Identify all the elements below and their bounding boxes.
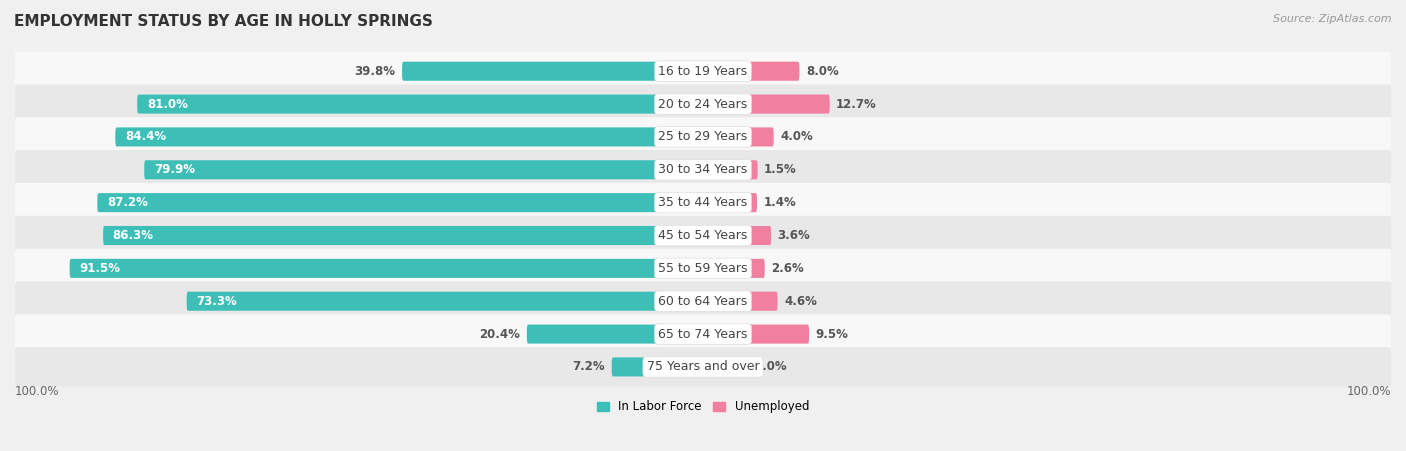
FancyBboxPatch shape (748, 193, 756, 212)
FancyBboxPatch shape (97, 193, 658, 212)
Text: 81.0%: 81.0% (146, 97, 187, 110)
Text: 20.4%: 20.4% (479, 327, 520, 341)
FancyBboxPatch shape (14, 51, 1392, 91)
Text: 39.8%: 39.8% (354, 64, 395, 78)
FancyBboxPatch shape (187, 292, 658, 311)
FancyBboxPatch shape (612, 357, 658, 377)
Text: 8.0%: 8.0% (806, 64, 838, 78)
Text: 30 to 34 Years: 30 to 34 Years (658, 163, 748, 176)
Text: 20 to 24 Years: 20 to 24 Years (658, 97, 748, 110)
FancyBboxPatch shape (14, 281, 1392, 321)
Text: 87.2%: 87.2% (107, 196, 148, 209)
Text: 16 to 19 Years: 16 to 19 Years (658, 64, 748, 78)
Text: 55 to 59 Years: 55 to 59 Years (658, 262, 748, 275)
FancyBboxPatch shape (14, 347, 1392, 387)
FancyBboxPatch shape (70, 259, 658, 278)
FancyBboxPatch shape (103, 226, 658, 245)
Text: 60 to 64 Years: 60 to 64 Years (658, 295, 748, 308)
Text: 100.0%: 100.0% (1347, 385, 1391, 398)
Text: 73.3%: 73.3% (197, 295, 238, 308)
Text: Source: ZipAtlas.com: Source: ZipAtlas.com (1274, 14, 1392, 23)
FancyBboxPatch shape (748, 292, 778, 311)
FancyBboxPatch shape (14, 183, 1392, 222)
Text: 45 to 54 Years: 45 to 54 Years (658, 229, 748, 242)
Text: 35 to 44 Years: 35 to 44 Years (658, 196, 748, 209)
FancyBboxPatch shape (748, 62, 800, 81)
Text: 2.6%: 2.6% (770, 262, 804, 275)
FancyBboxPatch shape (748, 259, 765, 278)
Text: 75 Years and over: 75 Years and over (647, 360, 759, 373)
FancyBboxPatch shape (748, 325, 808, 344)
FancyBboxPatch shape (138, 95, 658, 114)
FancyBboxPatch shape (14, 216, 1392, 255)
Text: 65 to 74 Years: 65 to 74 Years (658, 327, 748, 341)
Text: 7.2%: 7.2% (572, 360, 605, 373)
FancyBboxPatch shape (748, 160, 758, 179)
Text: EMPLOYMENT STATUS BY AGE IN HOLLY SPRINGS: EMPLOYMENT STATUS BY AGE IN HOLLY SPRING… (14, 14, 433, 28)
Text: 1.4%: 1.4% (763, 196, 796, 209)
FancyBboxPatch shape (14, 314, 1392, 354)
FancyBboxPatch shape (115, 127, 658, 147)
FancyBboxPatch shape (527, 325, 658, 344)
Text: 84.4%: 84.4% (125, 130, 166, 143)
FancyBboxPatch shape (748, 127, 773, 147)
Text: 3.6%: 3.6% (778, 229, 810, 242)
Legend: In Labor Force, Unemployed: In Labor Force, Unemployed (598, 400, 808, 413)
FancyBboxPatch shape (402, 62, 658, 81)
Text: 91.5%: 91.5% (79, 262, 121, 275)
FancyBboxPatch shape (14, 117, 1392, 156)
Text: 100.0%: 100.0% (15, 385, 59, 398)
Text: 86.3%: 86.3% (112, 229, 153, 242)
Text: 79.9%: 79.9% (153, 163, 195, 176)
FancyBboxPatch shape (14, 249, 1392, 288)
Text: 4.6%: 4.6% (785, 295, 817, 308)
FancyBboxPatch shape (14, 150, 1392, 189)
Text: 9.5%: 9.5% (815, 327, 848, 341)
FancyBboxPatch shape (145, 160, 658, 179)
Text: 1.5%: 1.5% (763, 163, 797, 176)
FancyBboxPatch shape (748, 95, 830, 114)
Text: 0.0%: 0.0% (755, 360, 787, 373)
Text: 4.0%: 4.0% (780, 130, 813, 143)
Text: 12.7%: 12.7% (837, 97, 877, 110)
FancyBboxPatch shape (748, 226, 770, 245)
FancyBboxPatch shape (14, 84, 1392, 124)
Text: 25 to 29 Years: 25 to 29 Years (658, 130, 748, 143)
